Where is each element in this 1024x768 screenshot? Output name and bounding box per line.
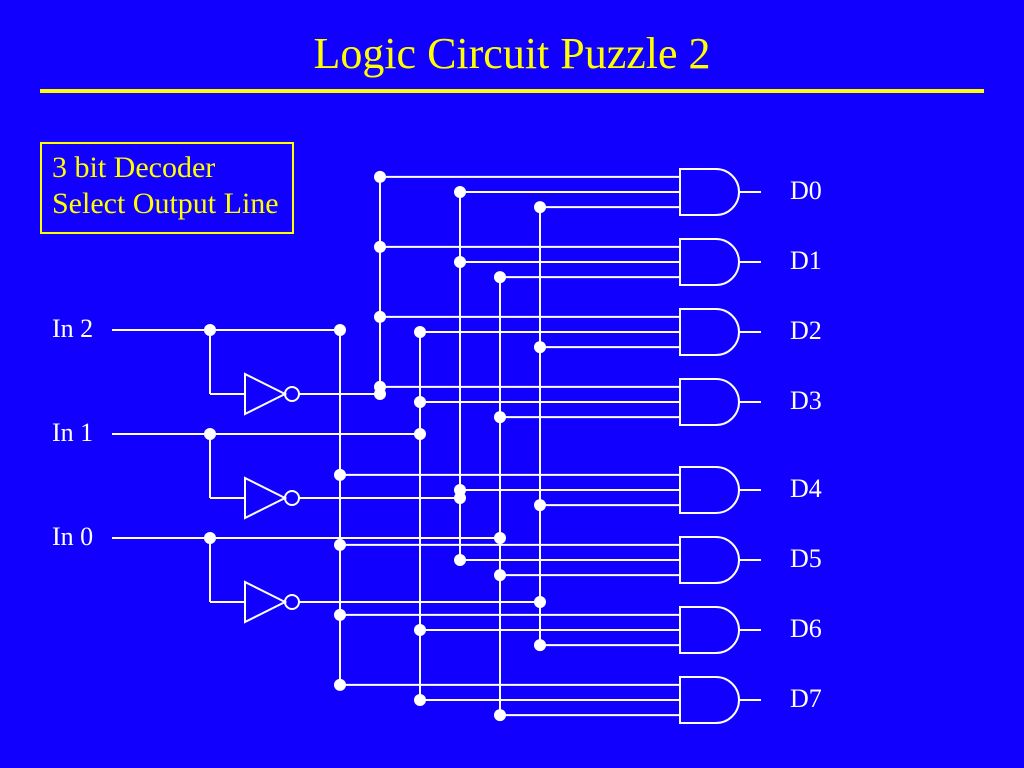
- output-label: D4: [790, 474, 822, 504]
- output-label: D0: [790, 176, 822, 206]
- input-label: In 2: [52, 314, 93, 344]
- input-label: In 0: [52, 522, 93, 552]
- output-label: D2: [790, 316, 822, 346]
- input-label: In 1: [52, 418, 93, 448]
- circuit-diagram: [0, 0, 1024, 768]
- output-label: D3: [790, 386, 822, 416]
- output-label: D6: [790, 614, 822, 644]
- output-label: D1: [790, 246, 822, 276]
- output-label: D7: [790, 684, 822, 714]
- output-label: D5: [790, 544, 822, 574]
